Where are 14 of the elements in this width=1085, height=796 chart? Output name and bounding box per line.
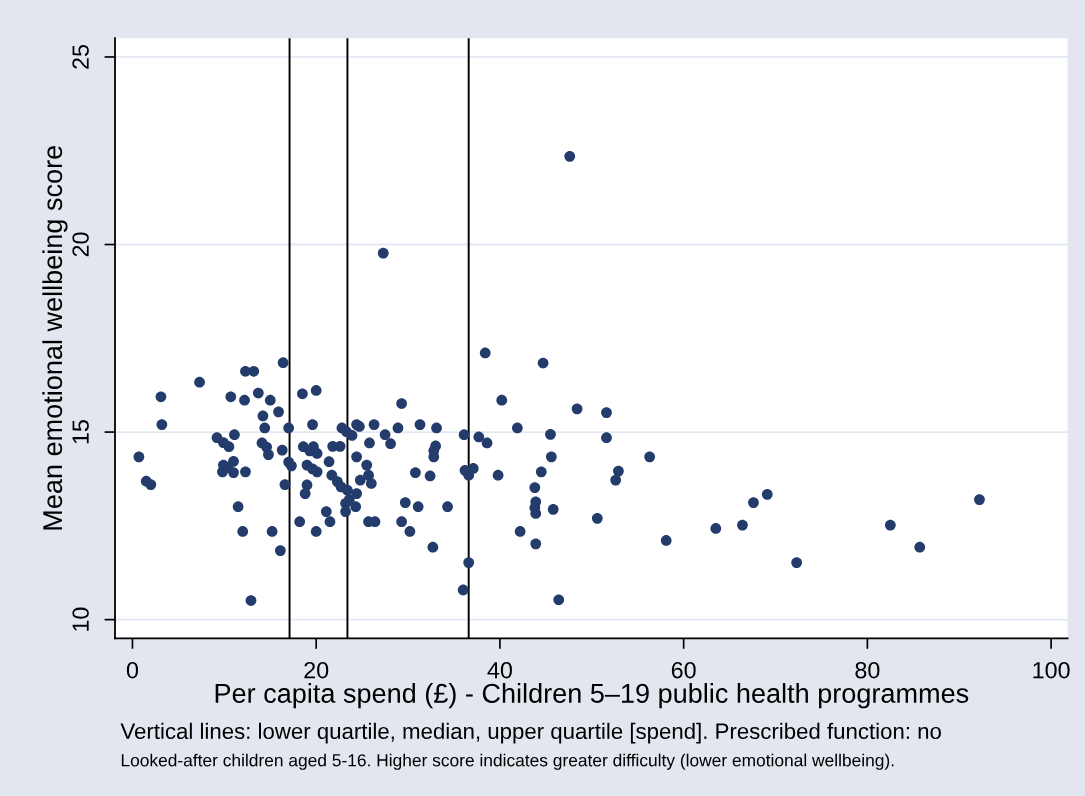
- y-tick-label: 15: [72, 420, 89, 444]
- y-axis-title: Mean emotional wellbeing score: [42, 146, 68, 530]
- x-tick-label: 60: [671, 661, 696, 679]
- x-axis-title: Per capita spend (£) - Children 5–19 public health programmes: [215, 683, 969, 709]
- x-tick-label: 40: [487, 661, 512, 679]
- x-tick-label: 100: [1033, 661, 1070, 679]
- text: Looked-after children aged 5-16. Higher score indicates greater difficulty (lower emotional wellbeing).: [121, 753, 894, 770]
- x-tick-label: 20: [304, 661, 329, 679]
- x-tick-label: 0: [126, 661, 139, 679]
- text: Vertical lines: lower quartile, median, upper quartile [spend]. Prescribed function: no: [120, 722, 941, 744]
- x-tick-label: 80: [855, 661, 880, 679]
- y-tick-label: 25: [72, 44, 89, 69]
- y-tick-label: 10: [72, 607, 89, 631]
- y-tick-label: 20: [72, 232, 89, 257]
